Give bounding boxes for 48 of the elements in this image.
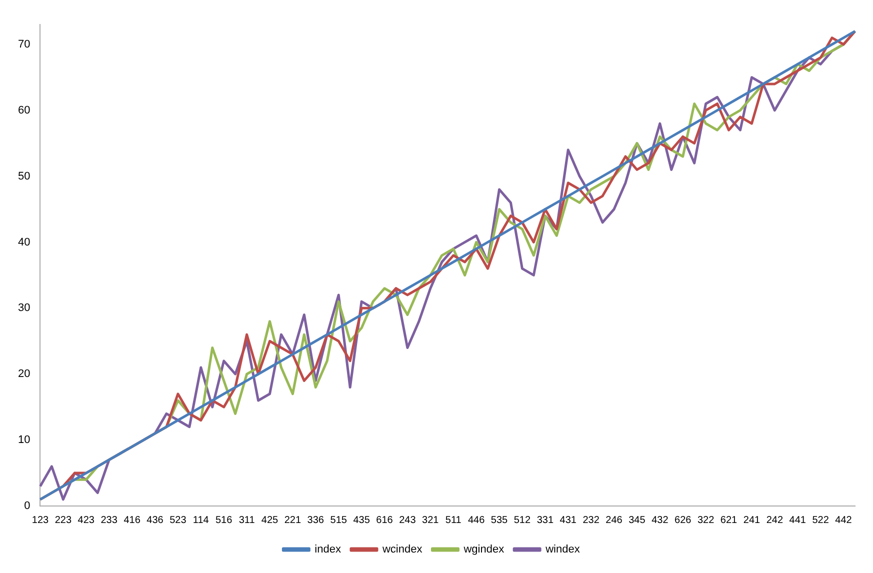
- y-tick-label: 20: [18, 368, 30, 380]
- x-tick-label: 515: [330, 514, 348, 526]
- y-tick-label: 70: [18, 38, 30, 50]
- x-tick-label: 522: [812, 514, 830, 526]
- x-tick-label: 233: [100, 514, 118, 526]
- x-tick-label: 511: [445, 514, 462, 526]
- x-tick-label: 435: [353, 514, 370, 526]
- legend-label: index: [314, 544, 342, 556]
- x-tick-label: 321: [422, 514, 440, 526]
- x-tick-label: 232: [582, 514, 600, 526]
- x-tick-label: 616: [376, 514, 394, 526]
- y-tick-label: 40: [18, 236, 30, 248]
- x-tick-label: 223: [54, 514, 72, 526]
- legend-label: wcindex: [381, 544, 423, 556]
- x-tick-label: 423: [78, 514, 95, 526]
- legend-label: windex: [544, 544, 580, 556]
- x-tick-label: 441: [789, 514, 806, 526]
- y-tick-label: 60: [18, 104, 30, 116]
- x-tick-label: 446: [468, 514, 486, 526]
- x-tick-label: 516: [216, 514, 233, 526]
- x-tick-label: 626: [674, 514, 692, 526]
- x-tick-label: 416: [124, 514, 141, 526]
- x-tick-label: 431: [560, 514, 577, 526]
- x-tick-label: 123: [32, 514, 50, 526]
- x-tick-label: 425: [261, 514, 279, 526]
- x-tick-label: 621: [720, 514, 738, 526]
- x-tick-label: 243: [399, 514, 416, 526]
- x-tick-label: 246: [606, 514, 623, 526]
- x-tick-label: 331: [536, 514, 554, 526]
- x-tick-label: 345: [628, 514, 646, 526]
- x-tick-label: 221: [284, 514, 302, 526]
- x-tick-label: 336: [307, 514, 324, 526]
- x-tick-label: 442: [835, 514, 852, 526]
- x-tick-label: 241: [743, 514, 760, 526]
- x-tick-label: 114: [192, 514, 210, 526]
- x-tick-label: 523: [170, 514, 187, 526]
- y-tick-label: 10: [18, 434, 30, 446]
- y-tick-label: 0: [24, 500, 30, 512]
- x-tick-label: 436: [146, 514, 164, 526]
- x-tick-label: 322: [697, 514, 715, 526]
- y-tick-label: 50: [18, 170, 30, 182]
- x-tick-label: 311: [238, 514, 256, 526]
- x-tick-label: 535: [490, 514, 508, 526]
- x-tick-label: 432: [652, 514, 669, 526]
- legend-label: wgindex: [462, 544, 505, 556]
- x-tick-label: 242: [766, 514, 784, 526]
- x-tick-label: 512: [514, 514, 531, 526]
- y-tick-label: 30: [18, 302, 30, 314]
